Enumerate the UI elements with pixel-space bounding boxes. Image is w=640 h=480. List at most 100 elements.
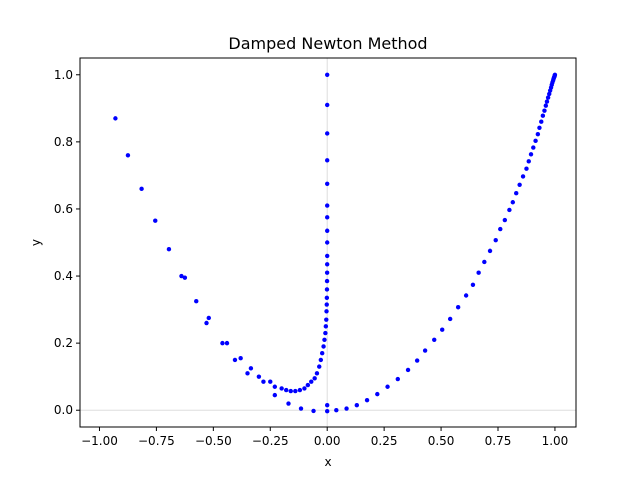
data-point bbox=[375, 391, 380, 397]
data-point bbox=[206, 315, 211, 321]
x-tick-label: −1.00 bbox=[81, 434, 118, 448]
data-point bbox=[498, 226, 503, 232]
data-point bbox=[463, 293, 469, 298]
data-point bbox=[323, 324, 329, 329]
data-point bbox=[317, 364, 322, 369]
data-point bbox=[535, 131, 541, 137]
data-point bbox=[312, 376, 317, 381]
data-point bbox=[322, 337, 327, 342]
data-point bbox=[487, 248, 493, 254]
data-point bbox=[238, 356, 243, 361]
data-point bbox=[507, 207, 512, 213]
data-point bbox=[325, 215, 330, 220]
data-point bbox=[482, 259, 487, 265]
data-point bbox=[533, 138, 538, 144]
data-point bbox=[422, 348, 428, 353]
x-tick-label: 1.00 bbox=[542, 434, 569, 448]
x-axis-ticks: −1.00 −0.75 −0.50 −0.25 0.00 0.25 0.50 0.75 1.00 bbox=[81, 427, 568, 448]
y-tick-label: 0.8 bbox=[54, 135, 73, 149]
data-point bbox=[309, 379, 314, 384]
data-point bbox=[325, 203, 330, 208]
data-point bbox=[385, 384, 390, 389]
data-point bbox=[314, 371, 320, 376]
data-point bbox=[324, 317, 329, 322]
data-point bbox=[395, 376, 400, 382]
plot-frame bbox=[79, 57, 577, 428]
data-point bbox=[324, 295, 330, 301]
x-tick-label: −0.75 bbox=[138, 434, 175, 448]
data-point bbox=[528, 152, 534, 157]
data-point bbox=[220, 340, 225, 346]
data-point bbox=[520, 174, 526, 179]
data-point bbox=[476, 270, 481, 275]
data-point bbox=[297, 387, 303, 393]
data-point bbox=[245, 371, 250, 376]
data-point bbox=[324, 302, 329, 307]
x-tick-label: 0.75 bbox=[485, 434, 512, 448]
x-tick-label: 0.25 bbox=[371, 434, 398, 448]
data-point bbox=[543, 103, 549, 108]
data-point bbox=[432, 337, 437, 342]
data-point bbox=[311, 408, 316, 414]
data-point bbox=[455, 305, 461, 310]
data-point bbox=[224, 340, 230, 346]
data-point bbox=[531, 145, 536, 150]
data-point bbox=[545, 95, 551, 100]
data-point bbox=[324, 278, 330, 284]
data-point bbox=[324, 287, 330, 292]
y-tick-label: 1.0 bbox=[54, 68, 73, 82]
y-tick-label: 0.4 bbox=[54, 269, 73, 283]
data-point bbox=[552, 72, 558, 77]
data-point bbox=[440, 327, 445, 332]
data-point bbox=[256, 374, 262, 379]
data-point bbox=[414, 358, 420, 363]
data-point bbox=[166, 247, 172, 252]
x-axis-label: x bbox=[324, 455, 331, 469]
data-point bbox=[344, 406, 349, 411]
data-point bbox=[539, 119, 544, 124]
data-point bbox=[179, 273, 184, 279]
data-point bbox=[318, 357, 324, 363]
data-point bbox=[325, 181, 330, 186]
data-point bbox=[194, 299, 199, 304]
data-point bbox=[325, 72, 330, 77]
data-point bbox=[470, 282, 476, 287]
scatter-points bbox=[113, 72, 558, 414]
data-point bbox=[364, 397, 370, 403]
data-point bbox=[139, 186, 144, 192]
data-point bbox=[286, 401, 291, 406]
chart-title: Damped Newton Method bbox=[228, 34, 427, 53]
data-point bbox=[279, 386, 284, 391]
data-point bbox=[232, 357, 238, 363]
data-point bbox=[544, 99, 550, 104]
data-point bbox=[321, 344, 326, 349]
data-point bbox=[325, 409, 330, 414]
data-point bbox=[510, 200, 516, 205]
data-point bbox=[542, 108, 547, 113]
data-point bbox=[323, 330, 328, 336]
data-point bbox=[268, 379, 273, 384]
data-point bbox=[325, 158, 330, 163]
data-point bbox=[248, 366, 254, 371]
data-point bbox=[204, 320, 209, 326]
data-point bbox=[302, 386, 307, 391]
data-point bbox=[325, 402, 330, 408]
data-point bbox=[319, 351, 325, 356]
data-point bbox=[325, 240, 330, 245]
x-tick-label: 0.00 bbox=[314, 434, 341, 448]
data-point bbox=[514, 190, 519, 196]
data-point bbox=[526, 159, 531, 164]
data-point bbox=[261, 379, 266, 384]
data-point bbox=[334, 408, 339, 413]
y-tick-label: 0.0 bbox=[54, 403, 73, 417]
data-point bbox=[517, 182, 522, 188]
data-point bbox=[153, 218, 158, 223]
data-point bbox=[405, 367, 411, 373]
y-axis-ticks: 0.0 0.2 0.4 0.6 0.8 1.0 bbox=[54, 68, 80, 417]
data-point bbox=[325, 253, 330, 259]
data-point bbox=[272, 392, 278, 398]
data-point bbox=[324, 309, 329, 314]
data-point bbox=[305, 382, 311, 388]
